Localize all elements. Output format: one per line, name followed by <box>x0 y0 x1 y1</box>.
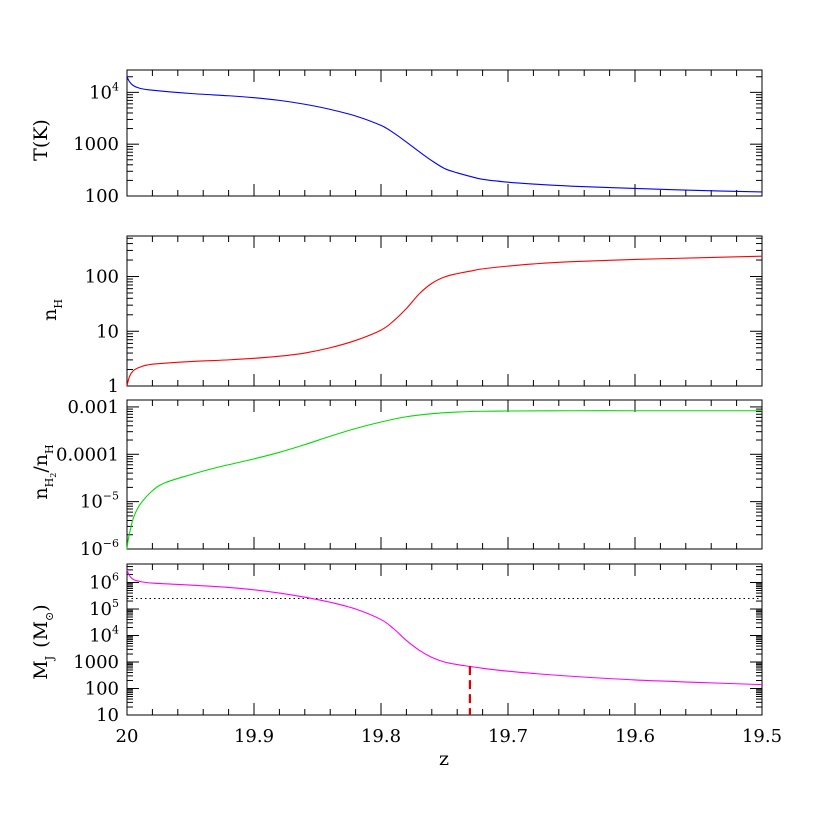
y-tick-label: 100 <box>85 679 119 700</box>
series-line <box>126 410 762 550</box>
y-tick-label: 104 <box>89 624 119 647</box>
y-tick-label: 10 <box>96 321 119 342</box>
y-tick-label: 1 <box>108 376 119 397</box>
xlabel-z: z <box>439 748 449 770</box>
y-tick-label: 10 <box>96 705 119 726</box>
y-tick-label: 1000 <box>73 652 119 673</box>
series-line <box>126 569 763 686</box>
series-line <box>126 255 763 387</box>
plot-frame <box>126 69 763 197</box>
y-tick-label: 100 <box>85 186 119 207</box>
y-tick-label: 106 <box>89 571 119 594</box>
y-tick-label: 100 <box>85 267 119 288</box>
ylabel-temperature: T(K) <box>30 119 52 161</box>
y-tick-label: 105 <box>89 597 119 620</box>
ylabel-hydrogen-density: nH <box>39 299 65 321</box>
y-tick-label: 1000 <box>73 134 119 155</box>
series-line <box>126 76 763 193</box>
panel-jeans-mass: 10 100 1000 104 105 106 20 19.9 19.8 19.7 19.6 19.5 <box>73 563 782 747</box>
ylabel-h2-fraction: nH2/nH <box>30 444 58 499</box>
y-tick-label: 0.001 <box>67 397 119 418</box>
x-tick-label: 19.9 <box>234 726 274 747</box>
x-tick-label: 19.5 <box>742 726 782 747</box>
x-tick-label: 19.8 <box>361 726 401 747</box>
x-tick-label: 19.7 <box>488 726 528 747</box>
panel-temperature: 100 1000 104 <box>73 69 763 207</box>
y-tick-label: 104 <box>89 80 119 103</box>
y-tick-label: 10−6 <box>80 537 119 560</box>
plot-frame <box>126 235 763 387</box>
panel-h2-fraction: 10−6 10−5 0.0001 0.001 <box>56 397 763 560</box>
y-tick-label: 10−5 <box>80 490 119 513</box>
panel-hydrogen-density: 1 10 100 <box>85 235 763 397</box>
plot-frame <box>126 399 763 550</box>
ylabel-jeans-mass: MJ(M⊙) <box>30 604 56 679</box>
x-tick-label: 19.6 <box>615 726 655 747</box>
x-tick-label: 20 <box>116 726 139 747</box>
y-tick-label: 0.0001 <box>56 444 119 465</box>
